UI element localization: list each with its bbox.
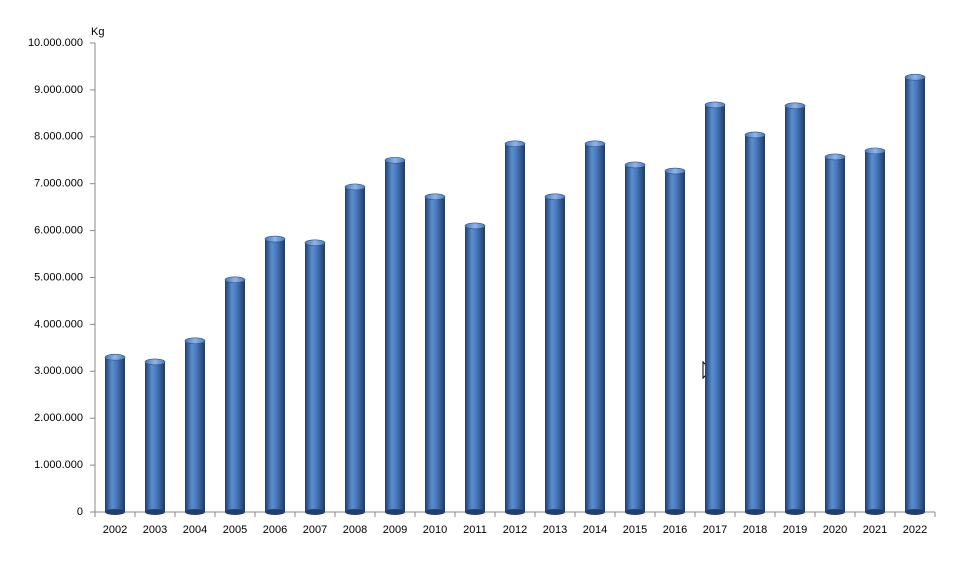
y-tick-label: 6.000.000 bbox=[34, 225, 83, 237]
x-tick-label: 2018 bbox=[743, 524, 767, 536]
x-tick-label: 2004 bbox=[183, 524, 207, 536]
bar bbox=[704, 101, 726, 515]
x-tick-label: 2022 bbox=[903, 524, 927, 536]
x-tick-label: 2009 bbox=[383, 524, 407, 536]
y-tick-label: 2.000.000 bbox=[34, 412, 83, 424]
y-tick-label: 0 bbox=[77, 506, 83, 518]
x-tick-label: 2017 bbox=[703, 524, 727, 536]
y-tick-label: 4.000.000 bbox=[34, 318, 83, 330]
x-tick-label: 2005 bbox=[223, 524, 247, 536]
x-tick-label: 2010 bbox=[423, 524, 447, 536]
y-tick-label: 9.000.000 bbox=[34, 84, 83, 96]
bar bbox=[104, 353, 126, 515]
bar bbox=[824, 153, 846, 515]
bar bbox=[224, 276, 246, 515]
bar bbox=[464, 222, 486, 515]
x-tick-label: 2013 bbox=[543, 524, 567, 536]
bar bbox=[784, 102, 806, 515]
x-tick-label: 2021 bbox=[863, 524, 887, 536]
bar bbox=[424, 193, 446, 515]
bar bbox=[864, 147, 886, 515]
bar bbox=[184, 337, 206, 515]
bar bbox=[584, 140, 606, 515]
x-tick-label: 2019 bbox=[783, 524, 807, 536]
y-tick-label: 1.000.000 bbox=[34, 459, 83, 471]
x-tick-label: 2014 bbox=[583, 524, 607, 536]
x-tick-label: 2003 bbox=[143, 524, 167, 536]
y-tick-label: 8.000.000 bbox=[34, 131, 83, 143]
bar bbox=[544, 193, 566, 515]
bar bbox=[144, 358, 166, 515]
y-axis-label: Kg bbox=[91, 26, 104, 38]
x-tick-label: 2011 bbox=[463, 524, 487, 536]
bar bbox=[344, 183, 366, 515]
bar bbox=[624, 161, 646, 515]
x-tick-label: 2006 bbox=[263, 524, 287, 536]
x-tick-label: 2008 bbox=[343, 524, 367, 536]
x-tick-label: 2020 bbox=[823, 524, 847, 536]
bar bbox=[664, 167, 686, 515]
x-tick-label: 2016 bbox=[663, 524, 687, 536]
x-tick-label: 2012 bbox=[503, 524, 527, 536]
y-tick-label: 7.000.000 bbox=[34, 178, 83, 190]
y-tick-label: 5.000.000 bbox=[34, 271, 83, 283]
bar bbox=[264, 235, 286, 515]
y-tick-label: 10.000.000 bbox=[28, 37, 83, 49]
x-tick-label: 2015 bbox=[623, 524, 647, 536]
bar bbox=[304, 239, 326, 515]
x-tick-label: 2002 bbox=[103, 524, 127, 536]
bar bbox=[904, 73, 926, 515]
bar bbox=[504, 140, 526, 515]
y-tick-label: 3.000.000 bbox=[34, 365, 83, 377]
bar bbox=[384, 156, 406, 515]
x-tick-label: 2007 bbox=[303, 524, 327, 536]
bar bbox=[744, 131, 766, 515]
